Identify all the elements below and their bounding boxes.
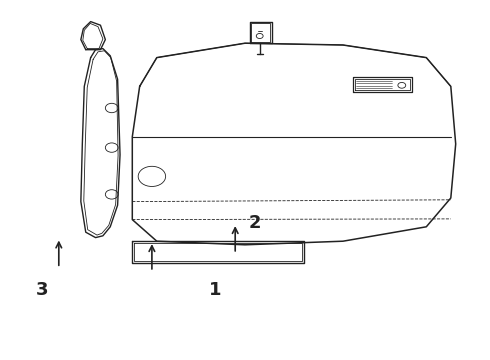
Text: 2: 2 (248, 214, 261, 232)
Text: 1: 1 (209, 281, 222, 299)
Text: 3: 3 (35, 281, 48, 299)
